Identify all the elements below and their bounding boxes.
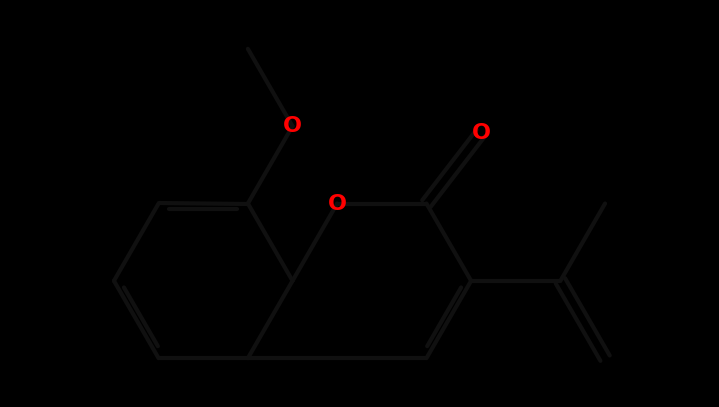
Text: O: O [328,193,347,214]
Text: O: O [472,123,490,143]
Text: O: O [283,116,302,136]
